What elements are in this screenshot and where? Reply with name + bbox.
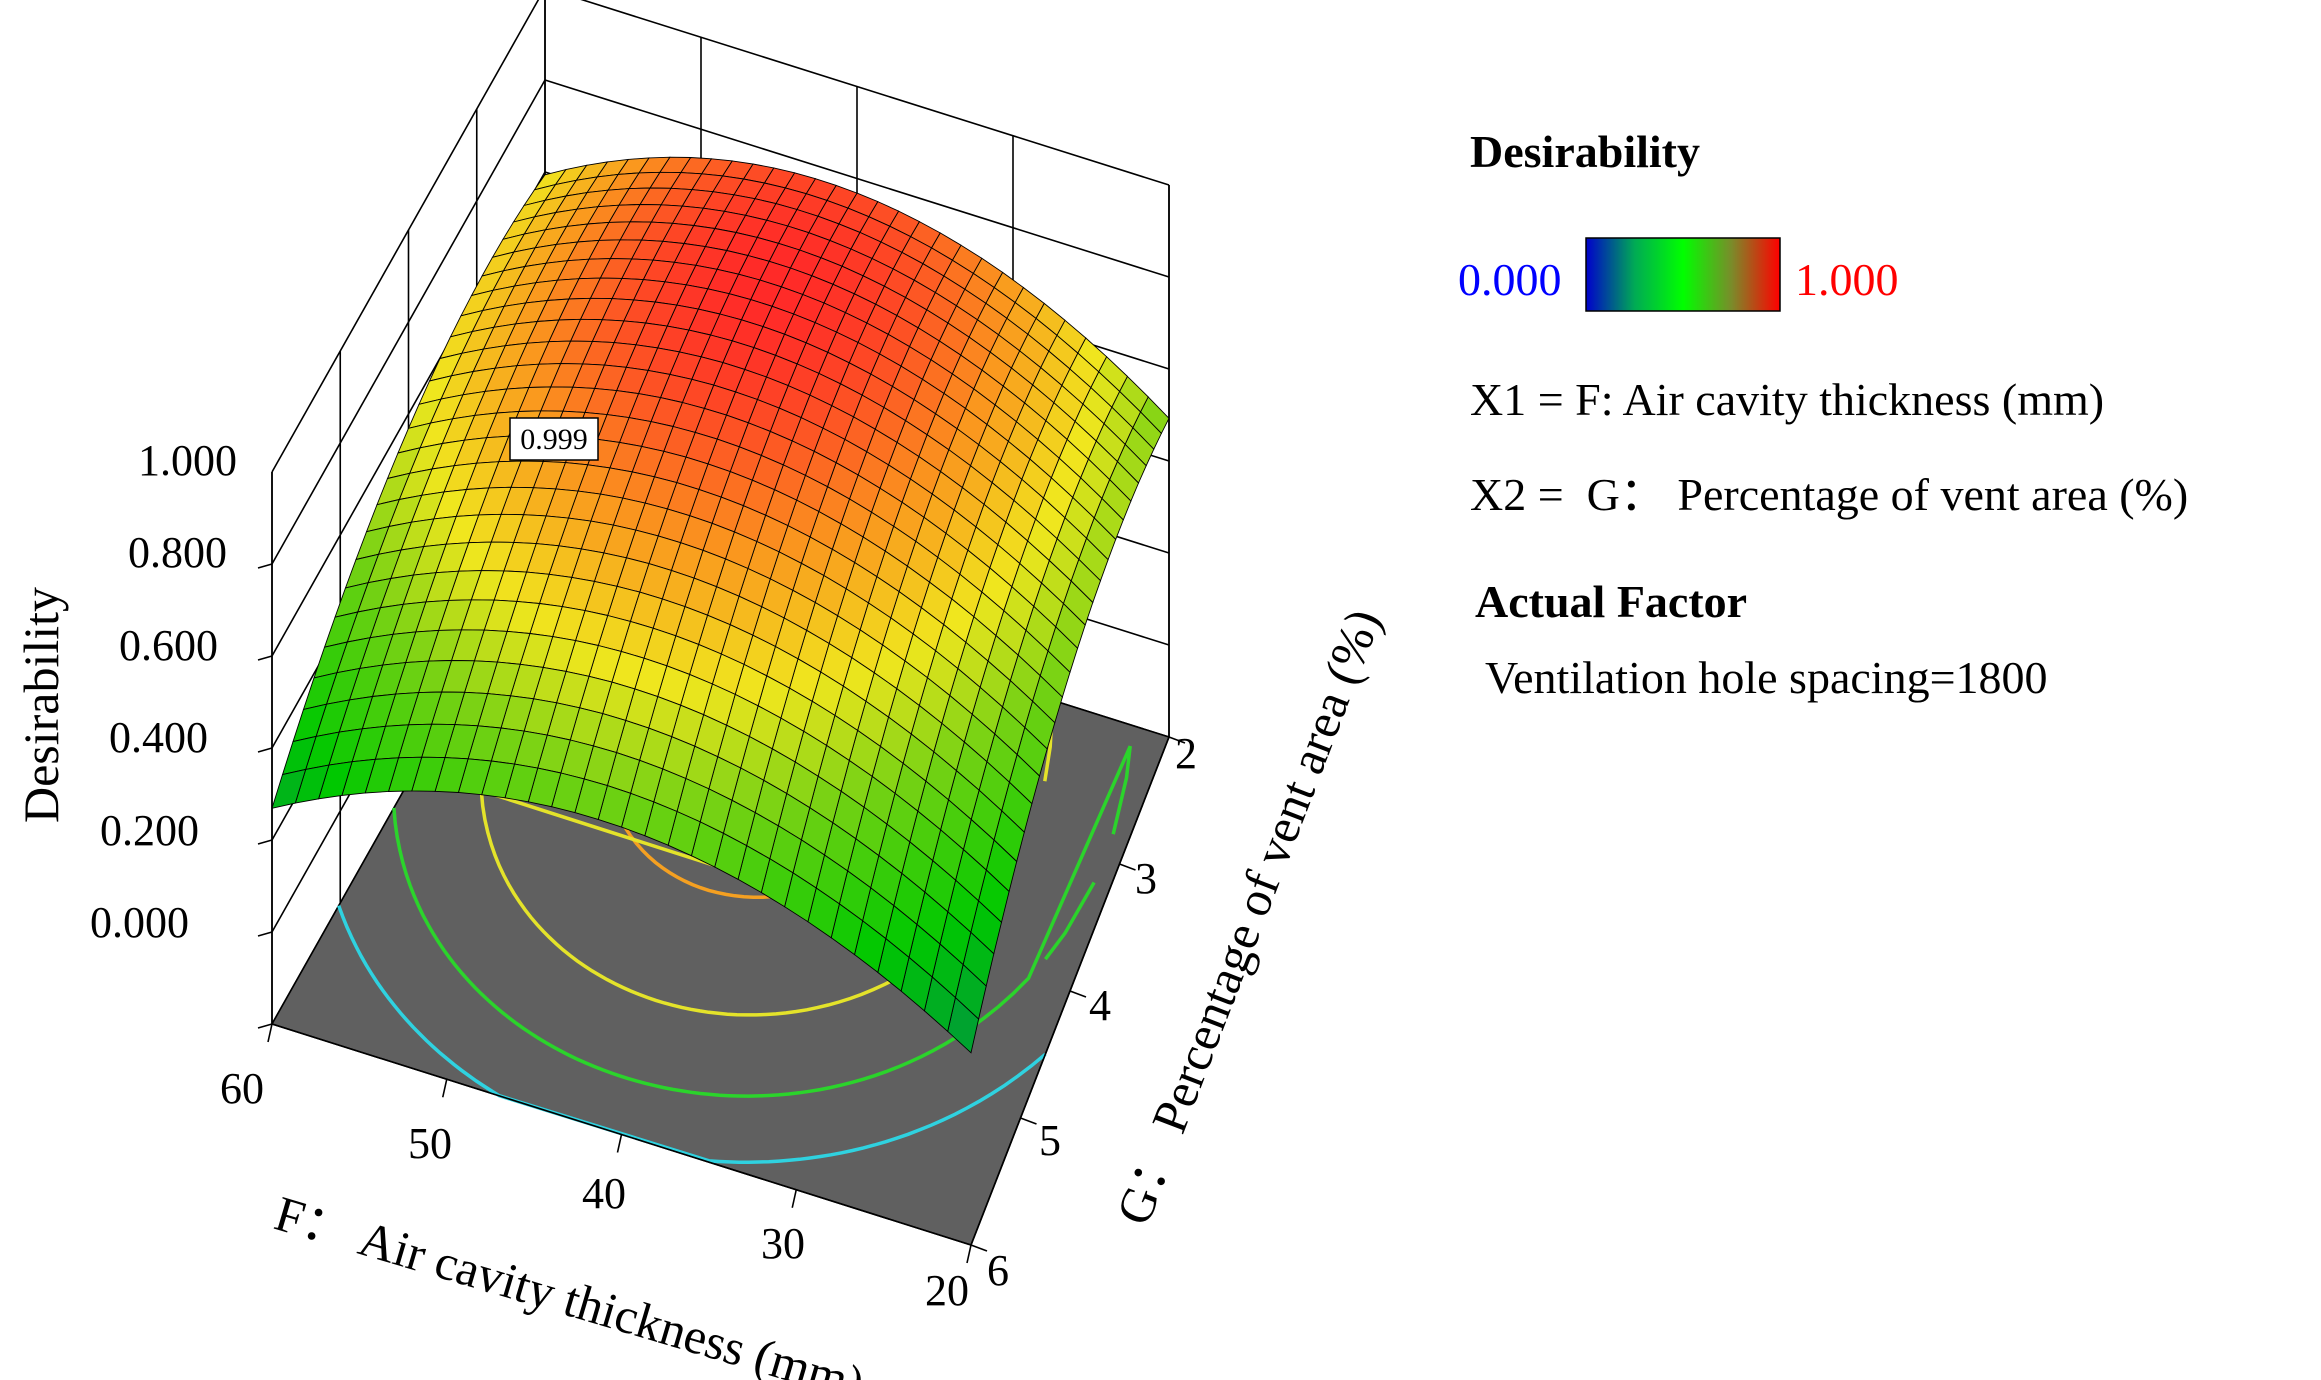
y-tick-mark: [1168, 736, 1186, 744]
x-tick-mark: [966, 1244, 972, 1264]
legend-actual-factor-value: Ventilation hole spacing=1800: [1485, 652, 2048, 703]
x-tick-label: 60: [220, 1064, 264, 1113]
x-tick-label: 50: [408, 1119, 452, 1168]
z-tick-mark: [257, 1023, 273, 1029]
y-tick-mark: [1119, 863, 1136, 871]
y-tick-label: 3: [1135, 854, 1157, 903]
legend: Desirability 0.000 1.000 X1 = F: Air cav…: [1458, 126, 2188, 703]
axis-ticks: [257, 563, 1186, 1264]
x-tick-mark: [267, 1023, 273, 1043]
z-tick-label: 0.600: [119, 621, 218, 670]
contour-line: [1044, 881, 1096, 961]
max-value-box: [509, 417, 599, 461]
contour-line: [479, 556, 1054, 1017]
contour-line: [337, 905, 1047, 1164]
surface-cell: [271, 768, 307, 809]
z-tick-mark: [257, 747, 273, 753]
y-tick-label: 2: [1175, 729, 1197, 778]
z-tick-label: 0.000: [90, 898, 189, 947]
y-tick-mark: [1020, 1117, 1037, 1125]
legend-title: Desirability: [1470, 126, 1700, 177]
legend-colorbar: [1585, 237, 1781, 312]
y-tick-mark: [970, 1244, 988, 1252]
z-tick-label: 1.000: [138, 436, 237, 485]
contour-line: [392, 745, 1132, 1098]
legend-min-label: 0.000: [1458, 254, 1562, 305]
z-tick-labels: 1.000 0.800 0.600 0.400 0.200 0.000: [90, 436, 237, 947]
max-value-label: 0.999: [520, 423, 588, 456]
max-value-flag: 0.999: [509, 417, 599, 461]
x-tick-mark: [791, 1189, 798, 1208]
y-tick-label: 4: [1089, 981, 1111, 1030]
z-tick-mark: [257, 839, 273, 845]
y-tick-mark: [1069, 990, 1087, 998]
x-tick-label: 20: [925, 1266, 969, 1315]
legend-actual-factor-heading: Actual Factor: [1475, 576, 1747, 627]
x-tick-label: 40: [582, 1169, 626, 1218]
x-tick-label: 30: [761, 1219, 805, 1268]
z-tick-mark: [257, 931, 273, 937]
z-tick-label: 0.800: [128, 528, 227, 577]
x-tick-labels: 60 50 40 30 20: [220, 1064, 969, 1315]
z-tick-label: 0.200: [100, 806, 199, 855]
z-tick-mark: [257, 655, 273, 661]
y-tick-label: 6: [987, 1246, 1009, 1295]
z-tick-label: 0.400: [109, 713, 208, 762]
x-tick-mark: [616, 1134, 623, 1153]
legend-x1-definition: X1 = F: Air cavity thickness (mm): [1470, 374, 2104, 425]
z-axis-title: Desirability: [13, 587, 69, 823]
x-tick-mark: [441, 1079, 448, 1098]
y-tick-labels: 2 3 4 5 6: [987, 729, 1197, 1295]
legend-max-label: 1.000: [1795, 254, 1899, 305]
legend-x2-definition: X2 = G： Percentage of vent area (%): [1470, 469, 2188, 520]
surface-mesh: [271, 156, 1170, 1054]
x-axis-title: F： Air cavity thickness (mm): [269, 1185, 871, 1380]
y-tick-label: 5: [1039, 1116, 1061, 1165]
z-tick-mark: [257, 563, 273, 569]
y-axis-title: G： Percentage of vent area (%): [1105, 601, 1392, 1231]
